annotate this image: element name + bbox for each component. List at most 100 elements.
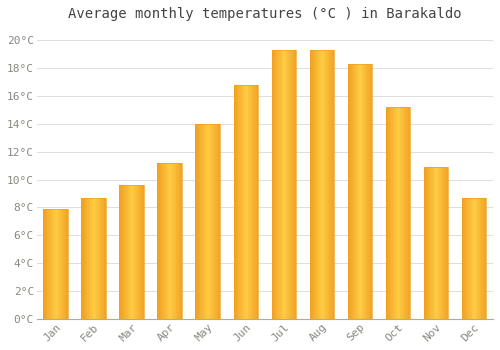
Bar: [131, 185, 132, 319]
Bar: [82, 198, 106, 319]
Bar: [365, 64, 366, 319]
Bar: [45, 209, 46, 319]
Bar: [484, 198, 485, 319]
Bar: [127, 185, 128, 319]
Bar: [293, 50, 294, 319]
Bar: [210, 124, 211, 319]
Bar: [97, 198, 98, 319]
Bar: [286, 50, 287, 319]
Bar: [208, 124, 210, 319]
Bar: [289, 50, 290, 319]
Bar: [288, 50, 289, 319]
Bar: [388, 107, 389, 319]
Bar: [175, 163, 176, 319]
Bar: [399, 107, 400, 319]
Bar: [211, 124, 212, 319]
Bar: [250, 85, 251, 319]
Bar: [326, 50, 327, 319]
Bar: [177, 163, 178, 319]
Bar: [59, 209, 60, 319]
Bar: [273, 50, 274, 319]
Bar: [120, 185, 144, 319]
Bar: [93, 198, 94, 319]
Bar: [199, 124, 200, 319]
Bar: [158, 163, 182, 319]
Bar: [254, 85, 255, 319]
Bar: [361, 64, 362, 319]
Bar: [158, 163, 159, 319]
Bar: [472, 198, 473, 319]
Bar: [255, 85, 256, 319]
Bar: [323, 50, 324, 319]
Bar: [249, 85, 250, 319]
Bar: [178, 163, 179, 319]
Bar: [89, 198, 90, 319]
Bar: [218, 124, 220, 319]
Bar: [292, 50, 293, 319]
Bar: [313, 50, 314, 319]
Bar: [248, 85, 249, 319]
Bar: [356, 64, 358, 319]
Bar: [287, 50, 288, 319]
Bar: [136, 185, 138, 319]
Bar: [310, 50, 334, 319]
Bar: [480, 198, 482, 319]
Bar: [135, 185, 136, 319]
Bar: [141, 185, 142, 319]
Bar: [100, 198, 101, 319]
Bar: [330, 50, 331, 319]
Bar: [87, 198, 88, 319]
Bar: [138, 185, 139, 319]
Bar: [436, 167, 437, 319]
Bar: [206, 124, 207, 319]
Bar: [469, 198, 470, 319]
Bar: [390, 107, 392, 319]
Bar: [386, 107, 388, 319]
Bar: [170, 163, 172, 319]
Bar: [196, 124, 220, 319]
Bar: [408, 107, 410, 319]
Bar: [424, 167, 448, 319]
Bar: [162, 163, 163, 319]
Bar: [256, 85, 258, 319]
Bar: [103, 198, 104, 319]
Bar: [98, 198, 100, 319]
Bar: [354, 64, 355, 319]
Bar: [161, 163, 162, 319]
Bar: [276, 50, 278, 319]
Bar: [441, 167, 442, 319]
Bar: [282, 50, 283, 319]
Bar: [246, 85, 248, 319]
Bar: [125, 185, 126, 319]
Bar: [280, 50, 281, 319]
Bar: [50, 209, 51, 319]
Bar: [241, 85, 242, 319]
Bar: [46, 209, 48, 319]
Bar: [350, 64, 351, 319]
Bar: [466, 198, 468, 319]
Bar: [434, 167, 435, 319]
Bar: [317, 50, 318, 319]
Bar: [124, 185, 125, 319]
Bar: [51, 209, 52, 319]
Bar: [440, 167, 441, 319]
Bar: [284, 50, 286, 319]
Bar: [392, 107, 393, 319]
Bar: [348, 64, 372, 319]
Bar: [444, 167, 445, 319]
Bar: [65, 209, 66, 319]
Title: Average monthly temperatures (°C ) in Barakaldo: Average monthly temperatures (°C ) in Ba…: [68, 7, 462, 21]
Bar: [216, 124, 217, 319]
Bar: [240, 85, 241, 319]
Bar: [49, 209, 50, 319]
Bar: [272, 50, 296, 319]
Bar: [172, 163, 173, 319]
Bar: [446, 167, 448, 319]
Bar: [324, 50, 325, 319]
Bar: [479, 198, 480, 319]
Bar: [121, 185, 122, 319]
Bar: [102, 198, 103, 319]
Bar: [126, 185, 127, 319]
Bar: [236, 85, 237, 319]
Bar: [176, 163, 177, 319]
